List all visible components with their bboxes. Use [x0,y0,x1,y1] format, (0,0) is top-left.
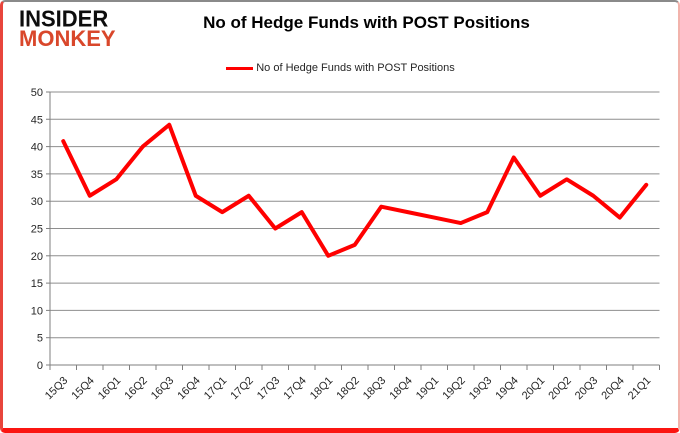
x-tick-label: 17Q3 [255,375,283,403]
y-tick-label: 50 [31,87,43,99]
x-tick-label: 20Q3 [573,375,601,403]
y-tick-label: 20 [31,251,43,263]
x-tick-label: 15Q4 [69,375,97,403]
series-line [61,122,649,258]
x-tick-label: 18Q4 [387,375,415,403]
x-tick-label: 16Q3 [149,375,177,403]
logo-monkey-text: MONKEY [19,26,116,52]
x-tick-label: 20Q4 [599,375,627,403]
y-tick-label: 10 [31,305,43,317]
x-tick-label: 17Q1 [202,375,230,403]
line-chart: 0 5 10 15 20 25 30 35 40 45 50 15Q315Q416Q116Q216Q3… [31,87,660,403]
x-tick-label: 21Q1 [626,375,654,403]
x-tick-label: 19Q4 [493,375,521,403]
x-tick-label: 18Q3 [361,375,389,403]
y-tick-label: 25 [31,224,43,236]
legend-line-icon [226,66,254,70]
x-tick-label: 18Q1 [308,375,336,403]
legend-label: No of Hedge Funds with POST Positions [256,62,455,74]
x-tick-label: 15Q3 [43,375,71,403]
x-tick-label: 19Q2 [440,375,468,403]
y-tick-label: 5 [37,333,43,345]
x-tick-label: 16Q1 [96,375,124,403]
insider-monkey-logo: INSIDER MONKEY [19,5,116,52]
y-tick-label: 0 [37,360,43,372]
x-tick-label: 17Q2 [228,375,256,403]
y-tick-label: 45 [31,114,43,126]
chart-title: No of Hedge Funds with POST Positions [203,13,530,32]
y-tick-label: 15 [31,278,43,290]
x-tick-label: 19Q3 [467,375,495,403]
x-tick-label: 16Q2 [122,375,150,403]
y-tick-label: 35 [31,169,43,181]
x-tick-label: 16Q4 [175,375,203,403]
legend: No of Hedge Funds with POST Positions [3,62,678,74]
x-tick-label: 19Q1 [414,375,442,403]
x-tick-label: 17Q4 [281,375,309,403]
logo-insider-text: INSIDER [19,5,109,32]
y-tick-label: 40 [31,142,43,154]
x-tick-label: 20Q1 [520,375,548,403]
x-tick-label: 18Q2 [334,375,362,403]
y-tick-label: 30 [31,196,43,208]
x-tick-label: 20Q2 [546,375,574,403]
